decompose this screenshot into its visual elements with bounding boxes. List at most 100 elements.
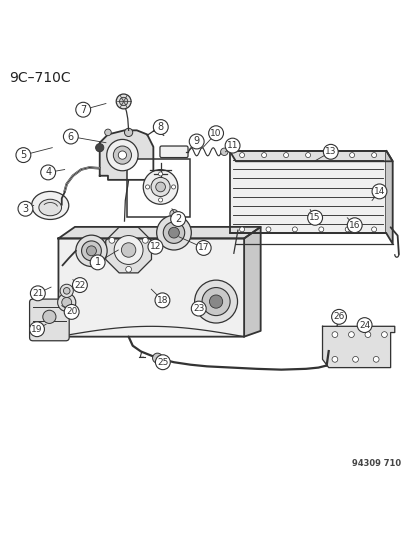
Circle shape — [81, 241, 101, 261]
Circle shape — [373, 357, 378, 362]
Text: 21: 21 — [32, 289, 43, 298]
Circle shape — [208, 126, 223, 141]
Circle shape — [142, 238, 148, 243]
Circle shape — [118, 151, 126, 159]
Circle shape — [60, 284, 73, 297]
Text: 13: 13 — [324, 147, 336, 156]
Circle shape — [209, 295, 222, 308]
Text: 24: 24 — [358, 320, 369, 329]
Text: 7: 7 — [80, 104, 86, 115]
Circle shape — [331, 332, 337, 337]
Polygon shape — [229, 151, 386, 233]
Polygon shape — [244, 227, 260, 337]
Circle shape — [109, 238, 114, 243]
Polygon shape — [386, 151, 392, 244]
Text: 9C–710C: 9C–710C — [9, 70, 70, 85]
Ellipse shape — [39, 199, 62, 216]
Circle shape — [104, 129, 111, 136]
Circle shape — [347, 218, 361, 233]
Text: 12: 12 — [150, 242, 161, 251]
Circle shape — [283, 152, 288, 158]
Circle shape — [156, 215, 191, 250]
Circle shape — [155, 182, 165, 192]
Circle shape — [239, 152, 244, 158]
Circle shape — [331, 357, 337, 362]
Circle shape — [114, 236, 143, 264]
Circle shape — [76, 102, 90, 117]
Circle shape — [194, 280, 237, 323]
Circle shape — [76, 235, 107, 266]
Circle shape — [239, 227, 244, 232]
Polygon shape — [58, 238, 244, 337]
Circle shape — [107, 140, 138, 171]
Text: 22: 22 — [74, 280, 85, 289]
Text: 23: 23 — [192, 304, 204, 313]
Circle shape — [30, 286, 45, 301]
Circle shape — [145, 185, 149, 189]
Circle shape — [261, 152, 266, 158]
Circle shape — [318, 227, 323, 232]
Circle shape — [171, 185, 175, 189]
Circle shape — [63, 287, 70, 294]
Circle shape — [327, 152, 332, 158]
Circle shape — [196, 240, 211, 255]
Text: 4: 4 — [45, 167, 51, 177]
Text: 3: 3 — [22, 204, 28, 214]
Circle shape — [356, 318, 371, 333]
Circle shape — [344, 227, 349, 232]
Circle shape — [371, 152, 376, 158]
Text: 1: 1 — [94, 257, 100, 268]
Circle shape — [151, 243, 159, 251]
Text: 6: 6 — [68, 132, 74, 142]
Circle shape — [191, 301, 206, 316]
Text: 10: 10 — [210, 129, 221, 138]
Circle shape — [40, 165, 55, 180]
Text: 26: 26 — [332, 312, 344, 321]
Circle shape — [371, 184, 386, 199]
Circle shape — [225, 138, 240, 153]
Circle shape — [168, 227, 179, 238]
Circle shape — [63, 129, 78, 144]
Circle shape — [29, 322, 44, 337]
Circle shape — [43, 310, 56, 324]
Polygon shape — [58, 227, 260, 238]
Text: 17: 17 — [197, 244, 209, 253]
Polygon shape — [100, 131, 153, 180]
Circle shape — [153, 119, 168, 134]
Circle shape — [202, 287, 230, 316]
Text: 2: 2 — [175, 214, 181, 224]
Text: 14: 14 — [373, 187, 384, 196]
Circle shape — [57, 293, 76, 311]
Circle shape — [220, 148, 228, 156]
Text: 9: 9 — [193, 136, 199, 147]
Circle shape — [169, 209, 178, 218]
Circle shape — [95, 143, 104, 152]
Circle shape — [121, 243, 135, 257]
Circle shape — [62, 297, 71, 308]
Circle shape — [124, 128, 133, 136]
FancyBboxPatch shape — [29, 299, 69, 341]
Circle shape — [116, 94, 131, 109]
Text: 5: 5 — [20, 150, 26, 160]
Circle shape — [349, 152, 354, 158]
Circle shape — [152, 353, 162, 363]
Text: 19: 19 — [31, 325, 43, 334]
Circle shape — [307, 211, 322, 225]
Circle shape — [119, 98, 128, 106]
Circle shape — [163, 222, 184, 244]
Text: 20: 20 — [66, 308, 77, 317]
Circle shape — [90, 255, 105, 270]
Text: 94309 710: 94309 710 — [351, 459, 400, 468]
Circle shape — [352, 357, 358, 362]
Circle shape — [143, 169, 178, 204]
Circle shape — [158, 198, 162, 202]
Circle shape — [189, 134, 204, 149]
Circle shape — [155, 355, 170, 370]
Text: 18: 18 — [156, 296, 168, 305]
Circle shape — [170, 212, 185, 227]
Circle shape — [72, 278, 87, 293]
FancyBboxPatch shape — [159, 146, 188, 158]
Circle shape — [16, 148, 31, 163]
Circle shape — [113, 146, 131, 164]
Polygon shape — [105, 227, 151, 273]
